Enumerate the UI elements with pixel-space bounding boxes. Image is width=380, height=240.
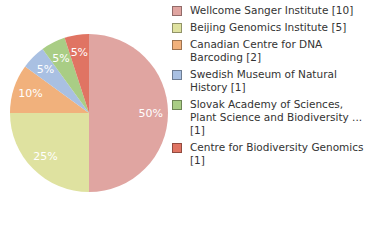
html-text:Slovak Academy of Sciences, Pl: Slovak Academy of Sciences, Plant Scienc… xyxy=(190,98,363,136)
svg-text:50%: 50% xyxy=(138,107,162,120)
svg-text:25%: 25% xyxy=(33,150,57,163)
svg-text:5%: 5% xyxy=(71,46,88,59)
html-text:Beijing Genomics Institute [5]: Beijing Genomics Institute [5] xyxy=(190,21,347,33)
html-text:Swedish Museum of Natural Hist: Swedish Museum of Natural History [1] xyxy=(190,68,337,93)
svg-text:10%: 10% xyxy=(18,87,42,100)
svg-text:5%: 5% xyxy=(37,63,54,76)
html-text:Wellcome Sanger Institute [10]: Wellcome Sanger Institute [10] xyxy=(190,4,354,16)
html-text:Centre for Biodiversity Genomi: Centre for Biodiversity Genomics [1] xyxy=(190,141,364,166)
html-text:Canadian Centre for DNA Barcod: Canadian Centre for DNA Barcoding [2] xyxy=(190,38,323,63)
svg-text:5%: 5% xyxy=(52,52,69,65)
